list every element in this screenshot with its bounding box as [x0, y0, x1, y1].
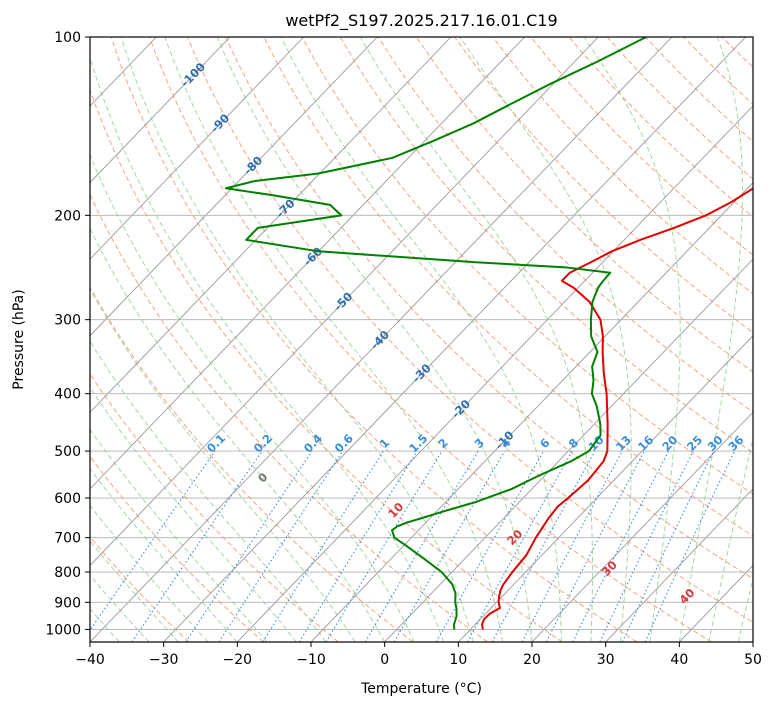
mixing-ratio-line	[467, 450, 573, 642]
moist-adiabat	[737, 576, 753, 642]
chart-title: wetPf2_S197.2025.217.16.01.C19	[285, 11, 557, 31]
isotherm	[90, 37, 231, 184]
moist-adiabat	[90, 288, 356, 642]
dry-adiabat	[454, 37, 753, 334]
isotherm	[237, 105, 753, 642]
moist-adiabat	[90, 504, 209, 642]
dry-adiabat	[225, 37, 753, 580]
y-tick-label: 800	[54, 565, 81, 581]
moist-adiabat	[90, 386, 297, 642]
moist-adiabat	[216, 37, 533, 642]
x-tick-label: 0	[380, 652, 389, 668]
dry-adiabat	[148, 37, 712, 642]
moist-adiabat	[678, 37, 744, 642]
dry-adiabat	[110, 37, 638, 642]
moist-adiabat	[583, 37, 681, 642]
isotherm	[458, 335, 753, 642]
isotherm	[605, 488, 753, 642]
y-tick-label: 500	[54, 444, 81, 460]
y-tick-label: 600	[54, 491, 81, 507]
mixing-ratio-line	[262, 450, 384, 642]
x-tick-label: −30	[149, 652, 179, 668]
dry-adiabat	[90, 536, 190, 642]
dewpoint-profile	[224, 37, 647, 630]
y-tick-label: 300	[54, 313, 81, 329]
y-axis-ticks: 100 200 300 400 500 600 700 800 900 1000	[45, 30, 90, 638]
moist-adiabat	[120, 37, 474, 642]
y-tick-label: 200	[54, 208, 81, 224]
moist-adiabat	[280, 37, 562, 642]
isotherm	[384, 258, 753, 642]
mixing-ratio-line	[599, 450, 694, 642]
x-tick-label: 20	[523, 652, 541, 668]
dry-adiabat	[90, 88, 563, 642]
x-tick-label: 40	[670, 652, 688, 668]
isotherm	[90, 37, 673, 642]
line-labels: -100-90-80-70-60-50-40-30-20-100.1 0.2 0.4…	[178, 60, 747, 607]
y-tick-label: 900	[54, 595, 81, 611]
moist-adiabat	[90, 574, 150, 642]
x-tick-label: 30	[597, 652, 615, 668]
plot-frame	[89, 36, 754, 643]
dry-adiabat	[90, 372, 339, 642]
y-tick-label: 700	[54, 531, 81, 547]
mixing-ratio-line	[218, 450, 344, 642]
mixing-ratio-line	[90, 450, 216, 632]
moist-adiabat	[90, 467, 238, 642]
y-tick-label: 1000	[45, 622, 81, 638]
x-axis-label: Temperature (°C)	[360, 681, 482, 697]
mixing-ratio-lines	[90, 450, 736, 642]
mixing-ratio-line	[185, 450, 313, 642]
mixing-ratio-line	[298, 450, 418, 642]
moist-adiabat	[708, 436, 753, 642]
x-tick-label: 10	[449, 652, 467, 668]
moist-adiabat	[90, 227, 386, 642]
moist-adiabat	[90, 55, 445, 642]
isotherm	[90, 37, 526, 490]
mixing-ratio-line	[435, 450, 545, 642]
isotherm	[90, 37, 378, 337]
moist-adiabat	[459, 37, 632, 642]
dry-adiabats	[90, 37, 753, 642]
mixing-ratio-line	[491, 450, 596, 642]
y-axis-label: Pressure (hPa)	[11, 289, 27, 389]
mixing-ratio-line	[131, 450, 263, 642]
isotherm	[531, 411, 753, 642]
moist-adiabat	[90, 428, 268, 642]
isotherm	[163, 37, 747, 642]
moist-adiabat	[164, 37, 504, 642]
dry-adiabat	[90, 193, 488, 642]
x-axis-ticks: −40 −30 −20 −10 0 10 20 30 40 50	[75, 642, 762, 668]
temperature-profile	[481, 187, 753, 630]
dry-adiabat	[187, 37, 753, 623]
moist-adiabat	[90, 540, 179, 642]
isotherm	[90, 37, 305, 260]
pressure-gridlines	[90, 37, 753, 630]
dry-adiabat	[339, 37, 753, 454]
x-tick-label: −40	[75, 652, 105, 668]
x-tick-label: −20	[223, 652, 253, 668]
profiles	[224, 37, 753, 630]
y-tick-label: 100	[54, 30, 81, 46]
isotherm	[90, 37, 599, 567]
dry-adiabat	[416, 37, 753, 373]
moist-adiabats	[90, 37, 753, 642]
isotherm	[90, 37, 452, 413]
mixing-ratio-line	[572, 450, 670, 642]
moist-adiabat	[90, 340, 327, 642]
plot-area: -100-90-80-70-60-50-40-30-20-100.1 0.2 0.4…	[90, 37, 753, 642]
mixing-ratio-line	[325, 450, 443, 642]
moist-adiabat	[359, 37, 594, 642]
x-tick-label: −10	[296, 652, 326, 668]
y-tick-label: 400	[54, 387, 81, 403]
x-tick-label: 50	[744, 652, 762, 668]
